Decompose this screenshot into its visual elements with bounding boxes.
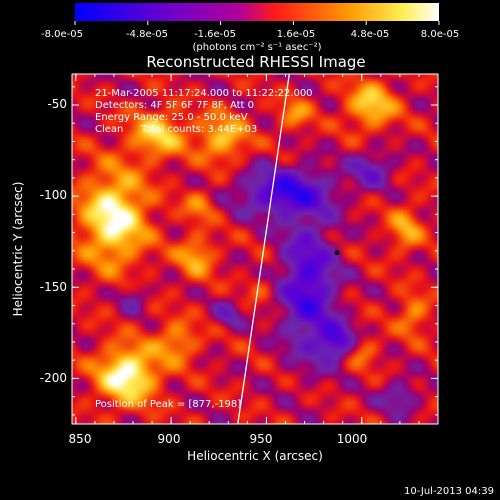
x-tick-label: 850	[69, 432, 92, 446]
annotation-detectors: Detectors: 4F 5F 6F 7F 8F, Att 0	[95, 100, 254, 111]
axis-ticks	[72, 74, 439, 424]
annotation-clean: Clean	[95, 124, 123, 135]
colorbar-tick-label: 4.8e-05	[351, 29, 389, 40]
marker-dot	[334, 250, 340, 256]
colorbar-tick-label: -1.6e-05	[194, 29, 236, 40]
x-tick-label: 900	[158, 432, 181, 446]
y-tick-label: -100	[40, 188, 67, 202]
x-axis-label: Heliocentric X (arcsec)	[187, 449, 323, 463]
annotation-energy-range: Energy Range: 25.0 - 50.0 keV	[95, 112, 248, 123]
y-tick-label: -50	[47, 97, 67, 111]
heatmap-area	[72, 74, 438, 424]
annotation-total-counts: Total counts: 3.44E+03	[140, 124, 257, 135]
colorbar-unit-label: (photons cm⁻² s⁻¹ asec⁻²)	[192, 42, 321, 53]
heatmap-image	[72, 74, 438, 424]
colorbar	[75, 3, 439, 21]
x-tick-label: 1000	[337, 432, 368, 446]
chart-title: Reconstructed RHESSI Image	[146, 53, 365, 71]
annotation-peak-position: Position of Peak = [877,-198]	[95, 399, 241, 410]
plot-frame	[71, 73, 439, 425]
annotation-time-range: 21-Mar-2005 11:17:24.000 to 11:22:22.000	[95, 88, 313, 99]
colorbar-tick-label: 8.0e-05	[421, 29, 459, 40]
y-tick-label: -150	[40, 280, 67, 294]
x-tick-label: 950	[250, 432, 273, 446]
colorbar-tick-label: 1.6e-05	[277, 29, 315, 40]
y-axis-label: Heliocentric Y (arcsec)	[11, 182, 25, 317]
y-tick-label: -200	[40, 371, 67, 385]
colorbar-tick-label: -8.0e-05	[41, 29, 83, 40]
colorbar-ticks	[74, 21, 440, 25]
solar-limb-line	[237, 74, 290, 424]
colorbar-tick-label: -4.8e-05	[126, 29, 168, 40]
footer-date: 10-Jul-2013 04:39	[404, 486, 494, 497]
